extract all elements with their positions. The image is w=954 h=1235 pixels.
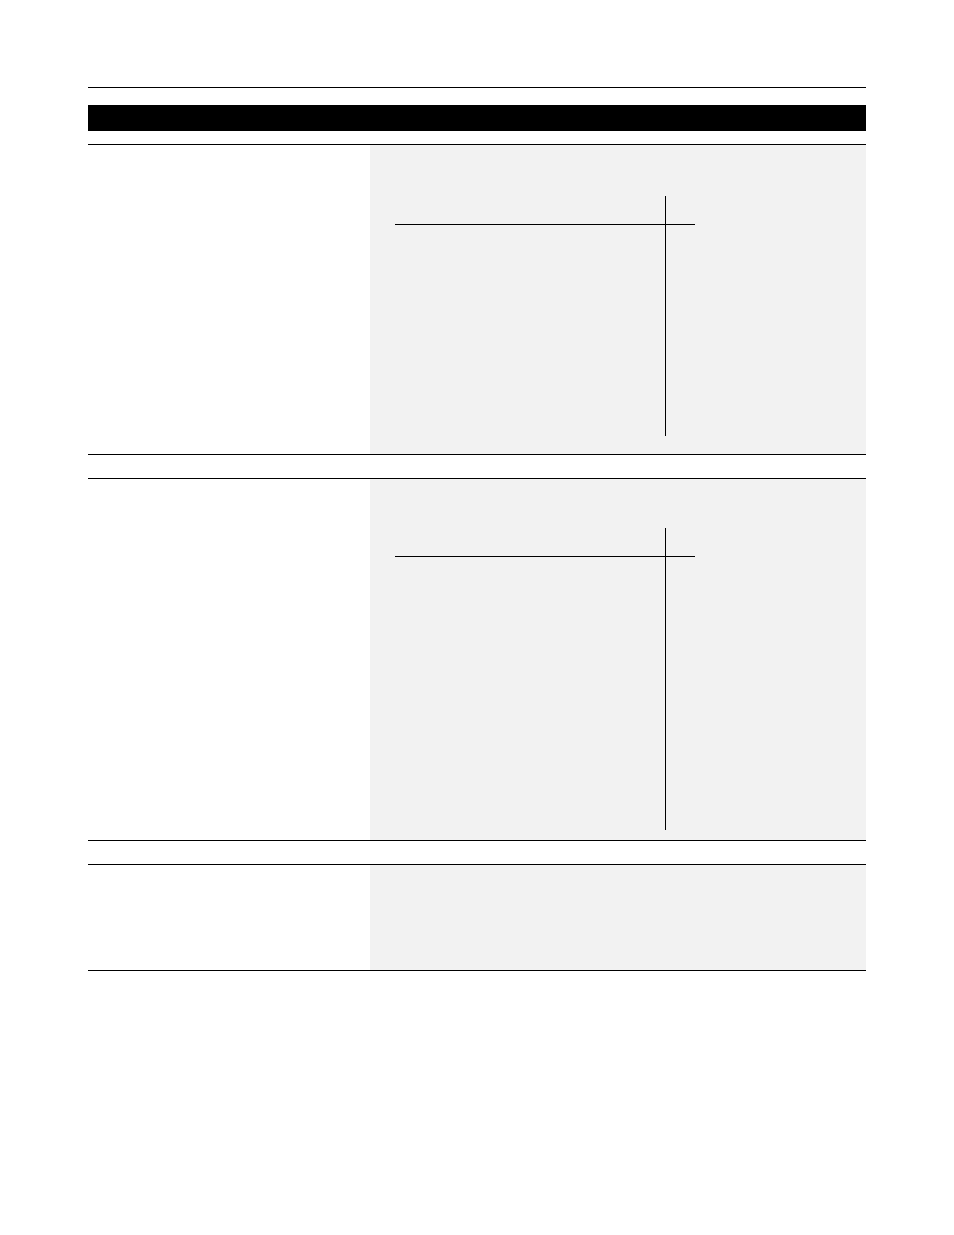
page [0, 0, 954, 1235]
block1-inner-horiz [395, 224, 695, 225]
block2-rule-top [88, 478, 866, 479]
header-black-bar [88, 105, 866, 131]
block1-rule-bottom [88, 454, 866, 455]
block3-rule-bottom [88, 970, 866, 971]
rule-top [88, 87, 866, 88]
block1-rule-top [88, 144, 866, 145]
block3-rule-top [88, 864, 866, 865]
block2-inner-horiz [395, 556, 695, 557]
block2-inner-vert [665, 556, 666, 830]
block2-rule-bottom [88, 840, 866, 841]
block1-inner-vert [665, 224, 666, 436]
block1-shade [370, 144, 866, 454]
block3-shade [370, 864, 866, 970]
block2-shade [370, 478, 866, 840]
